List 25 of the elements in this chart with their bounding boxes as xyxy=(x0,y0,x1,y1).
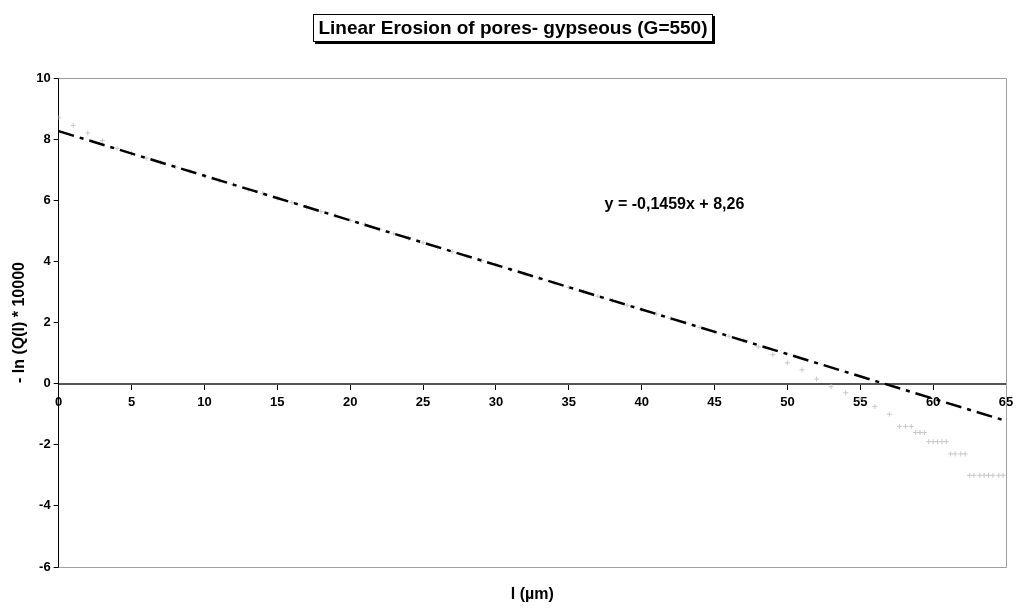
y-tick-label: -4 xyxy=(39,497,52,513)
y-tick-label: -6 xyxy=(39,558,51,574)
x-tick-label: 40 xyxy=(634,394,649,409)
y-tick-label: 0 xyxy=(43,375,51,391)
y-tick-label: 8 xyxy=(43,130,51,146)
y-tick-label: 6 xyxy=(43,191,51,207)
x-tick-label: 10 xyxy=(197,394,212,409)
x-tick-label: 65 xyxy=(998,394,1014,409)
y-tick-label: -2 xyxy=(39,436,51,452)
x-tick-label: 50 xyxy=(780,394,795,409)
y-tick-label: 2 xyxy=(43,314,51,330)
x-tick-label: 30 xyxy=(488,394,504,409)
x-tick-label: 55 xyxy=(853,394,868,409)
x-tick-label: 35 xyxy=(561,394,576,409)
y-tick-label: 4 xyxy=(43,252,52,268)
x-tick-label: 15 xyxy=(270,394,285,409)
x-tick-label: 45 xyxy=(707,394,722,409)
x-tick-label: 25 xyxy=(415,394,431,409)
chart-title: Linear Erosion of pores- gypseous (G=550) xyxy=(313,14,713,42)
x-axis-title: l (µm) xyxy=(510,585,554,603)
x-tick-label: 20 xyxy=(342,394,358,409)
annotation: y = -0,1459x + 8,26 xyxy=(604,195,745,213)
y-tick-label: 10 xyxy=(36,69,51,85)
x-tick-label: 5 xyxy=(127,394,136,409)
y-axis-title: - ln (Q(l) * 10000 xyxy=(10,261,28,383)
